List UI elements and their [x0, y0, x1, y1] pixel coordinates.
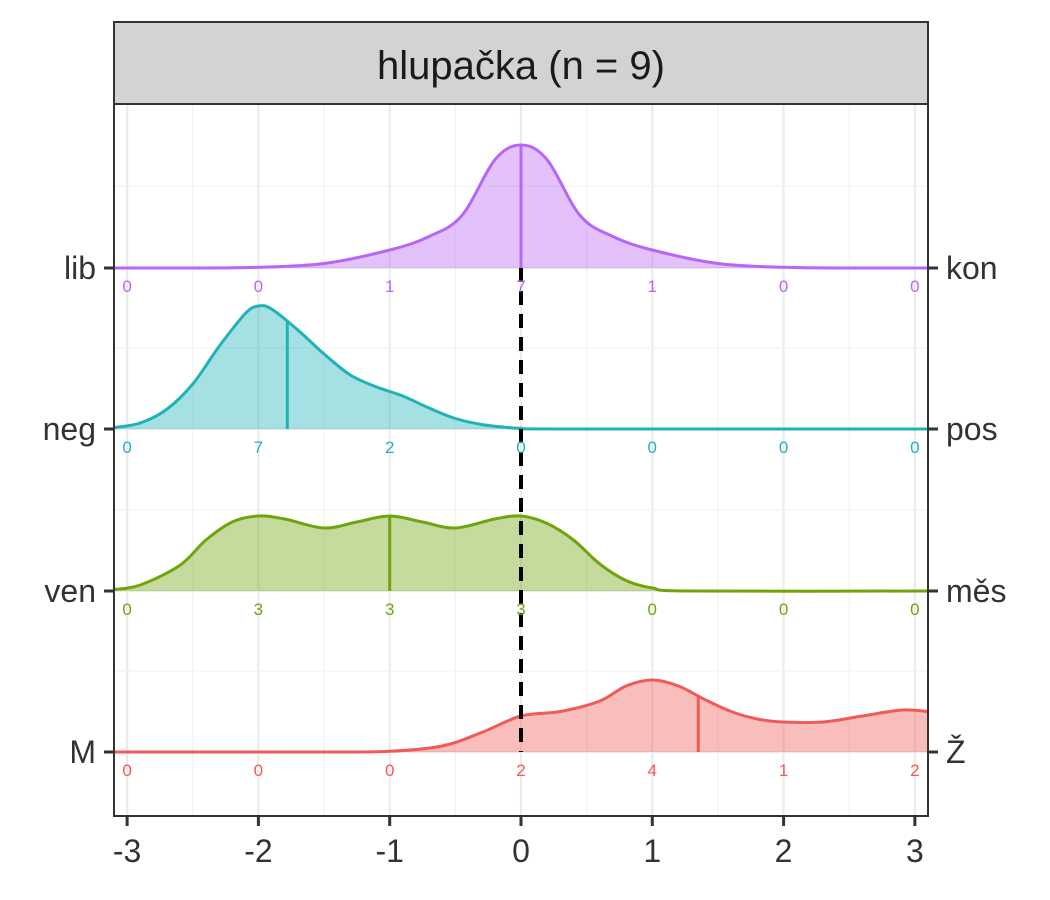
count-label: 0 — [516, 438, 525, 457]
ridge-neg-pos — [113, 304, 929, 431]
left-label: M — [69, 734, 96, 770]
count-label: 3 — [516, 600, 525, 619]
count-labels: 0 0 1 7 1 0 0 0 7 2 0 0 0 0 0 3 3 3 0 0 0 0 0 0 2 4 1 2 — [122, 277, 919, 780]
count-label: 1 — [385, 277, 394, 296]
left-axis: lib neg ven M — [43, 250, 114, 770]
count-label: 0 — [122, 277, 131, 296]
count-label: 0 — [779, 438, 788, 457]
facet-strip: hlupačka (n = 9) — [113, 21, 929, 105]
count-label: 0 — [122, 600, 131, 619]
count-label: 0 — [648, 438, 657, 457]
ridge-lib-kon — [113, 143, 929, 270]
count-label: 1 — [779, 761, 788, 780]
left-label: neg — [43, 411, 96, 447]
right-label: Ž — [946, 734, 966, 770]
x-tick-label: 0 — [512, 833, 530, 869]
ridge-line — [113, 514, 929, 593]
count-label: 2 — [385, 438, 394, 457]
count-label: 0 — [779, 600, 788, 619]
x-tick-label: -1 — [375, 833, 403, 869]
left-label: ven — [44, 573, 96, 609]
count-label: 1 — [648, 277, 657, 296]
right-label: kon — [946, 250, 998, 286]
right-label: měs — [946, 573, 1006, 609]
x-tick-label: -2 — [244, 833, 272, 869]
count-label: 2 — [516, 761, 525, 780]
count-label: 0 — [910, 277, 919, 296]
ridge-line — [113, 304, 929, 431]
count-label: 2 — [910, 761, 919, 780]
count-label: 7 — [254, 438, 263, 457]
count-label: 0 — [254, 761, 263, 780]
x-tick-label: 2 — [775, 833, 793, 869]
x-axis: -3 -2 -1 0 1 2 3 — [113, 816, 924, 869]
count-label: 0 — [122, 438, 131, 457]
count-label: 0 — [648, 600, 657, 619]
x-tick-label: 3 — [906, 833, 924, 869]
x-tick-label: -3 — [113, 833, 141, 869]
right-label: pos — [946, 411, 998, 447]
count-label: 3 — [254, 600, 263, 619]
count-label: 0 — [910, 600, 919, 619]
count-label: 0 — [385, 761, 394, 780]
left-label: lib — [64, 250, 96, 286]
ridge-line — [113, 678, 929, 754]
count-label: 0 — [779, 277, 788, 296]
count-label: 0 — [910, 438, 919, 457]
strip-background — [113, 21, 929, 105]
count-label: 3 — [385, 600, 394, 619]
count-label: 4 — [648, 761, 657, 780]
chart-title: hlupačka (n = 9) — [377, 44, 665, 88]
count-label: 0 — [254, 277, 263, 296]
count-label: 0 — [122, 761, 131, 780]
x-tick-label: 1 — [643, 833, 661, 869]
count-label: 7 — [516, 277, 525, 296]
right-axis: kon pos měs Ž — [928, 250, 1006, 770]
ridge-area — [114, 305, 928, 430]
